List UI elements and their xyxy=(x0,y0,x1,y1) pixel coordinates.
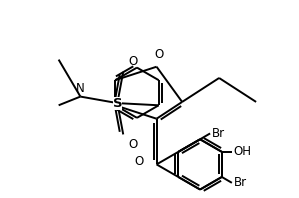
Text: N: N xyxy=(76,82,85,95)
Text: O: O xyxy=(128,138,138,151)
Text: O: O xyxy=(155,48,164,61)
Text: Br: Br xyxy=(234,176,247,189)
Text: S: S xyxy=(112,97,122,110)
Text: Br: Br xyxy=(212,127,225,140)
Text: O: O xyxy=(128,55,138,69)
Text: O: O xyxy=(134,155,143,168)
Text: OH: OH xyxy=(234,145,251,158)
